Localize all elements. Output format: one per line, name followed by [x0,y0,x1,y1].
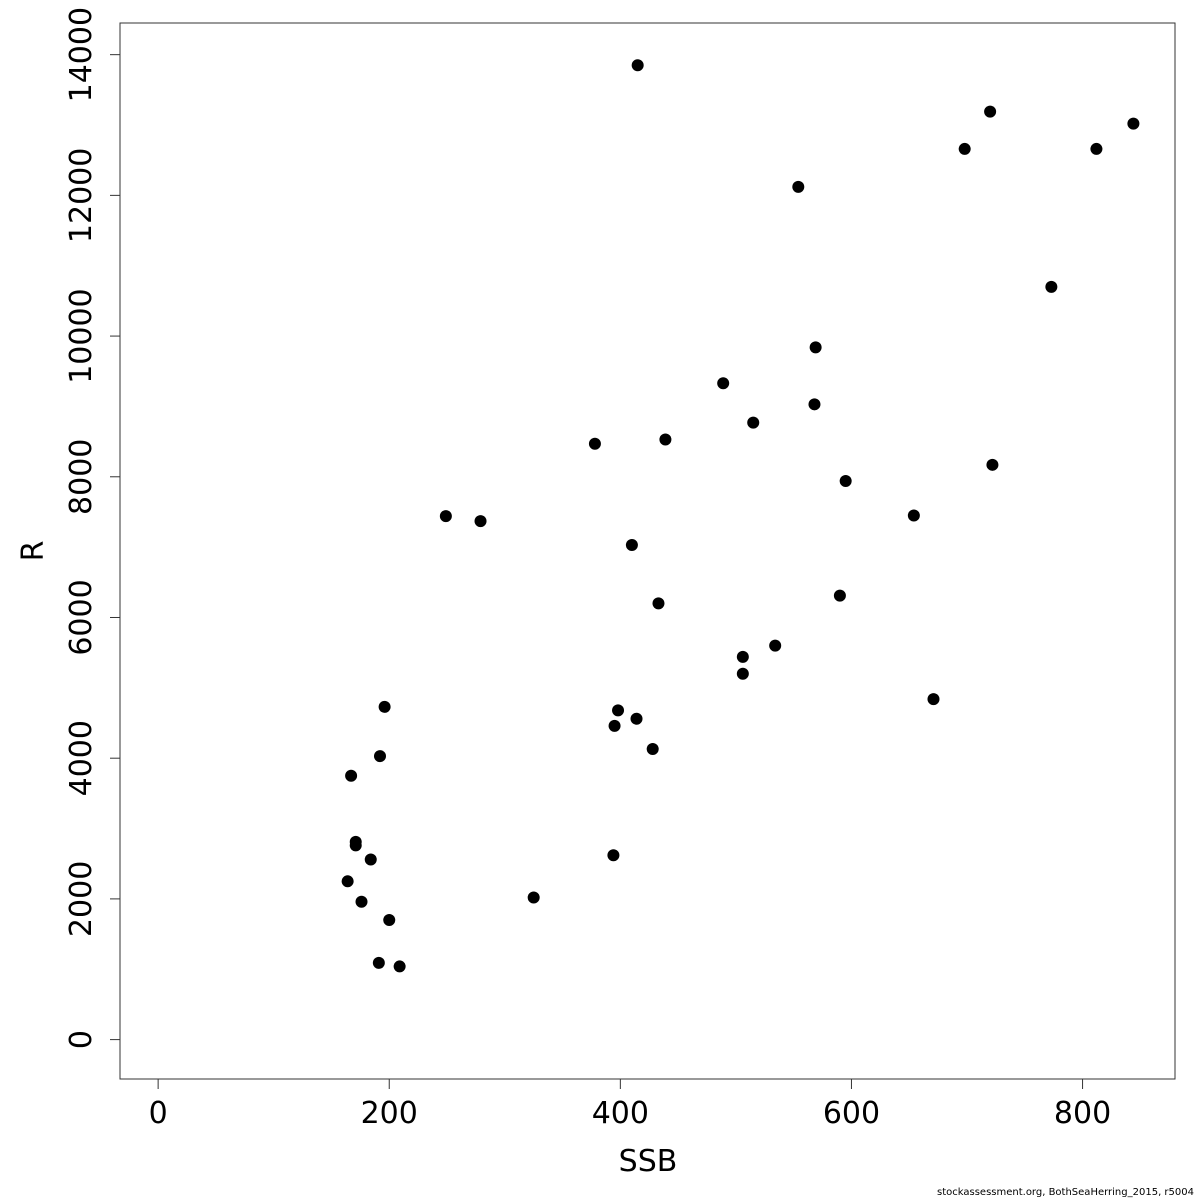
data-point [1045,280,1058,293]
data-point [927,693,940,706]
data-point [607,849,620,862]
y-tick-label: 2000 [64,861,99,937]
data-point [984,105,997,118]
data-point [631,59,644,72]
data-point [527,891,540,904]
data-point [393,960,406,973]
x-tick-label: 0 [149,1096,168,1131]
data-point [1127,117,1140,130]
data-point [792,180,805,193]
data-point [345,769,358,782]
y-tick-label: 12000 [64,148,99,243]
data-point [907,509,920,522]
data-point [808,398,821,411]
data-point [736,667,749,680]
data-point [373,750,386,763]
data-point [986,458,999,471]
data-point [588,437,601,450]
data-point [355,895,368,908]
data-point [383,914,396,927]
data-point [378,700,391,713]
data-point [341,875,354,888]
data-point [833,589,846,602]
data-point [646,743,659,756]
data-point [659,433,672,446]
y-axis-title: R [16,541,51,562]
x-tick-label: 800 [1054,1096,1111,1131]
data-point [747,416,760,429]
data-point [608,719,621,732]
data-point [364,853,377,866]
data-point [625,539,638,552]
x-axis: 0 200 400 600 800 [149,1078,1111,1131]
data-point [349,839,362,852]
footer-credit: stockassessment.org, BothSeaHerring_2015… [937,1187,1194,1198]
y-tick-label: 0 [64,1030,99,1049]
data-point [958,142,971,155]
data-point [839,474,852,487]
plot-frame [119,22,1176,1080]
data-point [612,704,625,717]
x-tick-label: 600 [823,1096,880,1131]
data-point [769,639,782,652]
y-tick-label: 8000 [64,439,99,515]
data-point [439,510,452,523]
data-point [652,597,665,610]
data-point [474,515,487,528]
y-axis: 0 2000 4000 6000 8000 10000 12000 14000 [64,7,121,1049]
y-tick-label: 10000 [64,288,99,383]
data-point [630,712,643,725]
x-tick-label: 200 [361,1096,418,1131]
data-point [736,650,749,663]
x-axis-title: SSB [619,1144,678,1179]
data-point [1090,142,1103,155]
y-tick-label: 6000 [64,579,99,655]
data-points [341,59,1140,973]
data-point [372,956,385,969]
y-tick-label: 14000 [64,7,99,102]
x-tick-label: 400 [592,1096,649,1131]
data-point [717,377,730,390]
data-point [809,341,822,354]
y-tick-label: 4000 [64,720,99,796]
